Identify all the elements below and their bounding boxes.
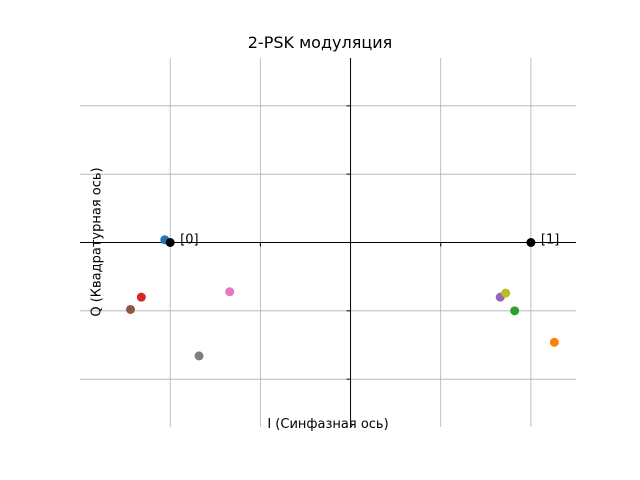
constellation-point xyxy=(165,238,175,247)
received-point xyxy=(501,288,511,298)
received-point xyxy=(225,287,235,297)
received-point xyxy=(194,351,204,361)
received-point xyxy=(136,292,146,302)
constellation-label: [1] xyxy=(541,233,559,248)
constellation-label: [0] xyxy=(180,233,198,248)
y-axis-label: Q (Квадратурная ось) xyxy=(89,167,105,317)
constellation-point xyxy=(526,238,536,247)
x-axis-label: I (Синфазная ось) xyxy=(267,417,389,432)
received-point xyxy=(510,306,520,316)
received-point xyxy=(549,337,559,347)
chart-title: 2-PSK модуляция xyxy=(247,33,393,52)
received-point xyxy=(126,304,136,314)
